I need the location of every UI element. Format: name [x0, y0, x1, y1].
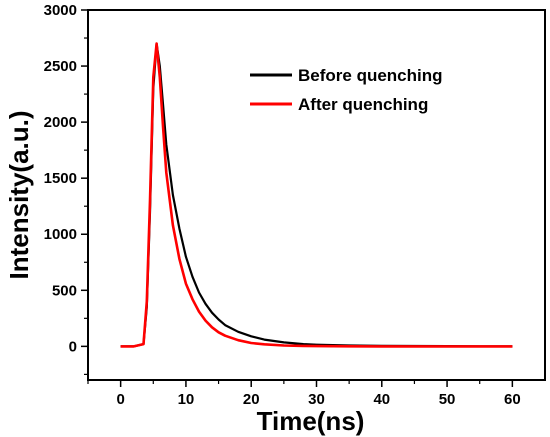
y-tick-label: 0: [69, 338, 77, 355]
legend: Before quenching After quenching: [250, 66, 443, 114]
y-tick-label: 2500: [44, 58, 77, 75]
x-tick-label: 0: [116, 391, 124, 408]
x-tick-label: 20: [243, 391, 260, 408]
x-axis-title: Time(ns): [257, 406, 365, 436]
y-tick-label: 3000: [44, 2, 77, 19]
x-tick-label: 30: [308, 391, 325, 408]
series-line-before-quenching: [120, 42, 513, 348]
y-tick-label: 500: [52, 282, 77, 299]
x-tick-label: 10: [178, 391, 195, 408]
axis-ticks: 0 10 20 30 40 50 60 0 500 1000 1500 2000 2500 3000: [44, 2, 521, 408]
legend-label-0: Before quenching: [298, 66, 443, 85]
series-layer: [120, 42, 513, 348]
y-tick-label: 2000: [44, 114, 77, 131]
x-tick-label: 60: [504, 391, 521, 408]
x-tick-label: 50: [439, 391, 456, 408]
y-axis-title: Intensity(a.u.): [4, 110, 34, 279]
y-tick-label: 1000: [44, 226, 77, 243]
legend-label-1: After quenching: [298, 95, 428, 114]
x-tick-label: 40: [373, 391, 390, 408]
y-tick-label: 1500: [44, 170, 77, 187]
series-line-after-quenching: [120, 42, 513, 348]
